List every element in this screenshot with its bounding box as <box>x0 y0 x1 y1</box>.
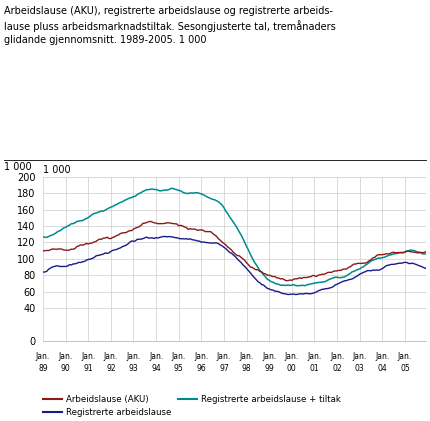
Text: 99: 99 <box>264 364 274 373</box>
Text: 96: 96 <box>197 364 206 373</box>
Text: 92: 92 <box>106 364 116 373</box>
Text: Jan.: Jan. <box>285 352 299 360</box>
Text: 98: 98 <box>242 364 252 373</box>
Text: 90: 90 <box>61 364 71 373</box>
Text: Jan.: Jan. <box>375 352 390 360</box>
Text: Jan.: Jan. <box>194 352 209 360</box>
Text: Jan.: Jan. <box>262 352 276 360</box>
Text: 95: 95 <box>174 364 184 373</box>
Text: 89: 89 <box>38 364 48 373</box>
Text: Jan.: Jan. <box>353 352 367 360</box>
Text: 03: 03 <box>355 364 365 373</box>
Text: Jan.: Jan. <box>36 352 50 360</box>
Text: Jan.: Jan. <box>126 352 141 360</box>
Text: 91: 91 <box>83 364 93 373</box>
Text: Jan.: Jan. <box>172 352 186 360</box>
Text: Jan.: Jan. <box>58 352 73 360</box>
Text: 01: 01 <box>310 364 319 373</box>
Text: 94: 94 <box>151 364 161 373</box>
Text: 93: 93 <box>129 364 138 373</box>
Text: 1 000: 1 000 <box>4 162 32 172</box>
Text: Jan.: Jan. <box>149 352 163 360</box>
Legend: Arbeidslause (AKU), Registrerte arbeidslause, Registrerte arbeidslause + tiltak: Arbeidslause (AKU), Registrerte arbeidsl… <box>43 394 341 417</box>
Text: Jan.: Jan. <box>240 352 254 360</box>
Text: Jan.: Jan. <box>307 352 322 360</box>
Text: 04: 04 <box>378 364 387 373</box>
Text: 00: 00 <box>287 364 297 373</box>
Text: Jan.: Jan. <box>330 352 344 360</box>
Text: Jan.: Jan. <box>81 352 95 360</box>
Text: Jan.: Jan. <box>217 352 231 360</box>
Text: 05: 05 <box>400 364 410 373</box>
Text: Arbeidslause (AKU), registrerte arbeidslause og registrerte arbeids-
lause pluss: Arbeidslause (AKU), registrerte arbeidsl… <box>4 6 336 45</box>
Text: Jan.: Jan. <box>398 352 412 360</box>
Text: Jan.: Jan. <box>104 352 118 360</box>
Text: 02: 02 <box>332 364 342 373</box>
Text: 97: 97 <box>219 364 229 373</box>
Text: 1 000: 1 000 <box>43 165 71 175</box>
